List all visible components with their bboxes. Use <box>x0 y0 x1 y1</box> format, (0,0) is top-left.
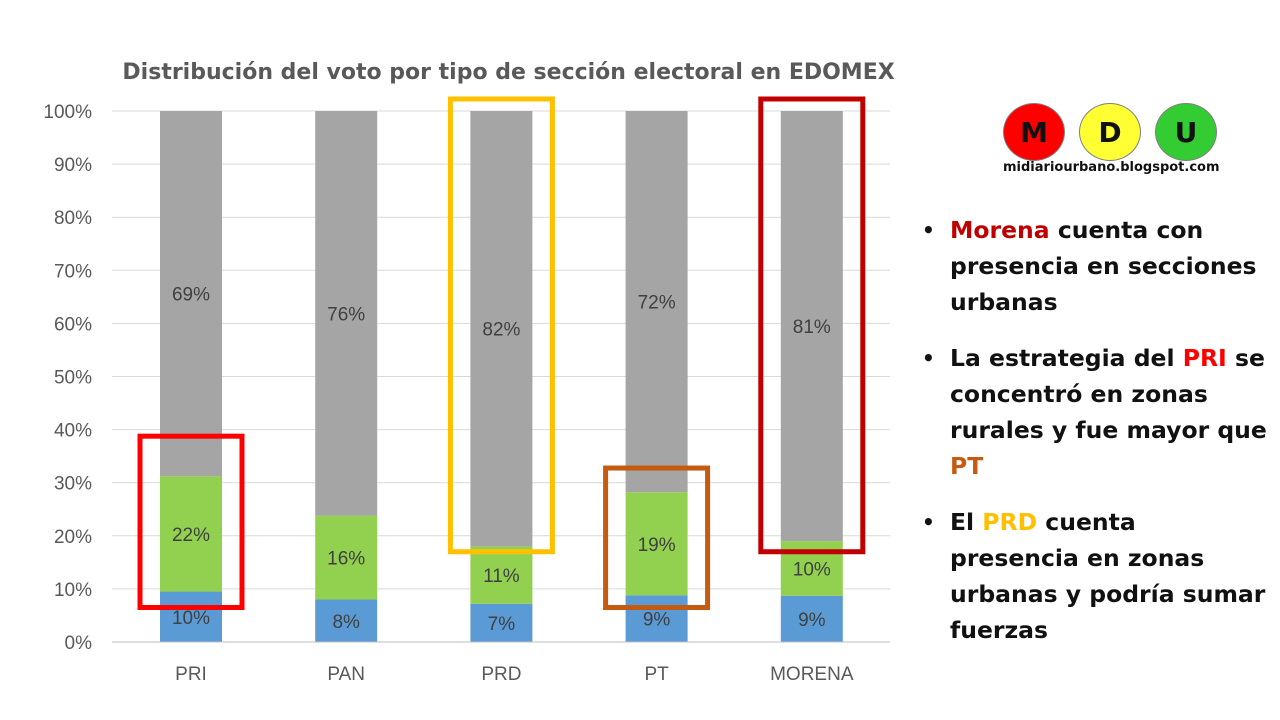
bar-segment <box>625 595 688 642</box>
bar-segment <box>315 111 378 516</box>
bar-segment <box>160 476 222 592</box>
logo-letter-d: D <box>1079 103 1141 161</box>
data-label: 11% <box>483 566 520 587</box>
y-tick-label: 100% <box>43 102 92 123</box>
data-label: 10% <box>172 608 210 629</box>
y-tick-label: 30% <box>54 474 92 495</box>
bullet-icon: • <box>922 346 935 370</box>
stacked-bar-chart: Distribución del voto por tipo de secció… <box>43 60 900 685</box>
bar-segment <box>625 492 688 596</box>
bar-segment <box>780 595 843 642</box>
data-label: 8% <box>332 612 360 633</box>
x-tick-label: MORENA <box>770 664 854 685</box>
y-tick-label: 20% <box>54 527 92 548</box>
x-tick-label: PRD <box>481 664 521 685</box>
bullet-icon: • <box>922 510 935 534</box>
y-tick-label: 80% <box>54 208 92 229</box>
notes-list: • Morena cuenta con presencia en seccione… <box>922 212 1272 668</box>
bar-segment <box>315 515 378 600</box>
y-tick-label: 10% <box>54 580 92 601</box>
bar-segment <box>315 599 378 642</box>
data-label: 19% <box>638 535 676 556</box>
y-tick-label: 70% <box>54 261 92 282</box>
bar-segment <box>160 591 222 642</box>
x-axis: PRI PAN PRD PT MORENA <box>112 641 890 685</box>
highlight-boxes <box>137 96 866 610</box>
x-tick-label: PAN <box>327 664 365 685</box>
highlight-box <box>137 433 245 610</box>
y-tick-label: 0% <box>65 633 93 654</box>
bars <box>160 111 843 642</box>
logo-letter-m: M <box>1003 103 1065 161</box>
data-label: 16% <box>327 549 365 570</box>
note-text: El <box>950 508 983 536</box>
data-label: 76% <box>327 304 365 325</box>
logo-url: midiariourbano.blogspot.com <box>1003 160 1220 175</box>
data-label: 69% <box>172 285 210 306</box>
data-label: 72% <box>638 293 676 314</box>
note-keyword: Morena <box>950 216 1050 244</box>
data-labels: 10% 22% 69% 8% 16% 76% 7% 11% 82% 9% 19% 72% 9% 10% 81… <box>172 285 831 635</box>
mdu-logo: M D U midiariourbano.blogspot.com <box>1003 103 1220 183</box>
note-text: cuenta con presencia en secciones urbana… <box>950 216 1257 316</box>
highlight-box <box>758 96 866 555</box>
y-tick-label: 90% <box>54 155 92 176</box>
data-label: 81% <box>793 317 831 338</box>
bar-segment <box>470 111 533 547</box>
bar-segment <box>160 111 222 477</box>
highlight-box <box>447 96 555 555</box>
note-item: • La estrategia del PRI se concentró en z… <box>922 340 1272 484</box>
bullet-icon: • <box>922 218 935 242</box>
data-label: 7% <box>488 614 516 635</box>
data-label: 9% <box>643 610 671 631</box>
note-keyword: PRD <box>982 508 1038 536</box>
bar-segment <box>470 603 533 642</box>
highlight-box <box>603 465 711 610</box>
bar-segment <box>625 111 688 493</box>
x-tick-label: PT <box>644 664 669 685</box>
note-text: La estrategia del <box>950 344 1183 372</box>
y-tick-label: 40% <box>54 421 92 442</box>
bar-segment <box>470 546 533 604</box>
data-label: 9% <box>798 610 826 631</box>
y-tick-label: 60% <box>54 314 92 335</box>
note-item: • Morena cuenta con presencia en seccione… <box>922 212 1272 320</box>
note-text: se concentró en zonas rurales y fue mayo… <box>950 344 1267 444</box>
y-axis: 0% 10% 20% 30% 40% 50% 60% 70% 80% 90% 100% <box>43 102 92 654</box>
note-text: cuenta presencia en zonas urbanas y podr… <box>950 508 1266 644</box>
data-label: 22% <box>172 525 210 546</box>
data-label: 82% <box>482 320 520 341</box>
data-label: 10% <box>793 559 831 580</box>
note-keyword: PRI <box>1182 344 1227 372</box>
note-item: • El PRD cuenta presencia en zonas urbana… <box>922 504 1272 648</box>
bar-segment <box>780 111 843 542</box>
y-tick-label: 50% <box>54 368 92 389</box>
chart-title: Distribución del voto por tipo de secció… <box>122 60 900 85</box>
note-keyword: PT <box>950 452 984 480</box>
x-tick-label: PRI <box>175 664 207 685</box>
logo-letter-u: U <box>1155 103 1217 161</box>
